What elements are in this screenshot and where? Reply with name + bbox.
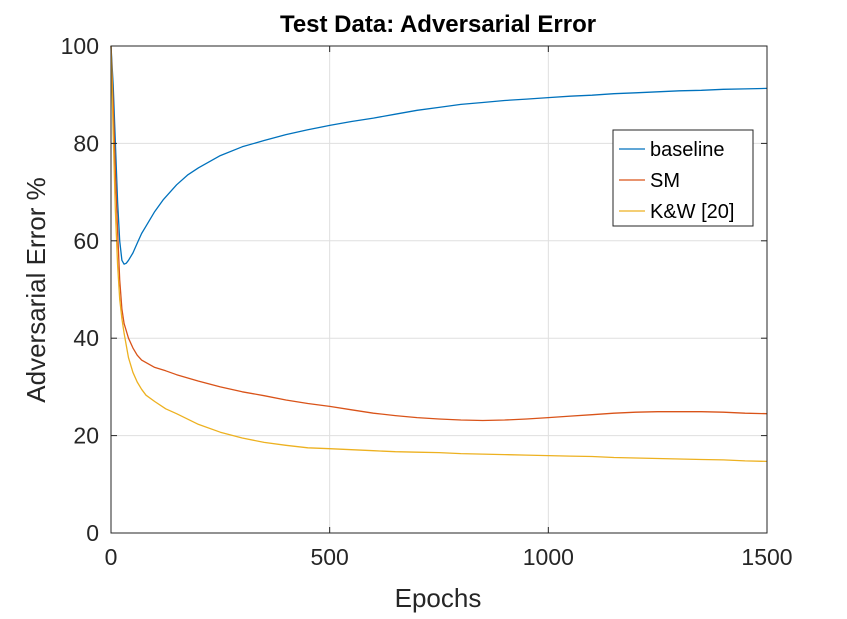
axes-box xyxy=(110,45,768,534)
chart-title: Test Data: Adversarial Error xyxy=(280,11,596,38)
grid xyxy=(111,46,767,533)
y-tick-label: 20 xyxy=(73,423,99,449)
x-tick-label: 1500 xyxy=(741,544,792,570)
legend-label: baseline xyxy=(650,139,725,161)
legend-box xyxy=(612,129,754,227)
y-axis-label: Adversarial Error % xyxy=(21,177,51,402)
y-tick-label: 40 xyxy=(73,325,99,351)
legend-label: SM xyxy=(650,170,680,192)
legend: baseline SM K&W [20] xyxy=(612,129,754,227)
x-axis-label: Epochs xyxy=(395,583,482,613)
y-tick-label: 0 xyxy=(86,520,99,546)
series-line xyxy=(110,45,768,422)
series-line xyxy=(110,45,768,265)
y-tick-label: 80 xyxy=(73,130,99,156)
series-layer xyxy=(110,45,768,463)
x-tick-label: 500 xyxy=(310,544,348,570)
series-line xyxy=(110,45,768,463)
ticks: 0 500 1000 1500 0 20 40 60 80 100 xyxy=(61,33,793,570)
x-tick-label: 0 xyxy=(105,544,118,570)
legend-label: K&W [20] xyxy=(650,201,734,223)
y-tick-label: 100 xyxy=(61,33,99,59)
y-tick-label: 60 xyxy=(73,228,99,254)
x-tick-label: 1000 xyxy=(523,544,574,570)
